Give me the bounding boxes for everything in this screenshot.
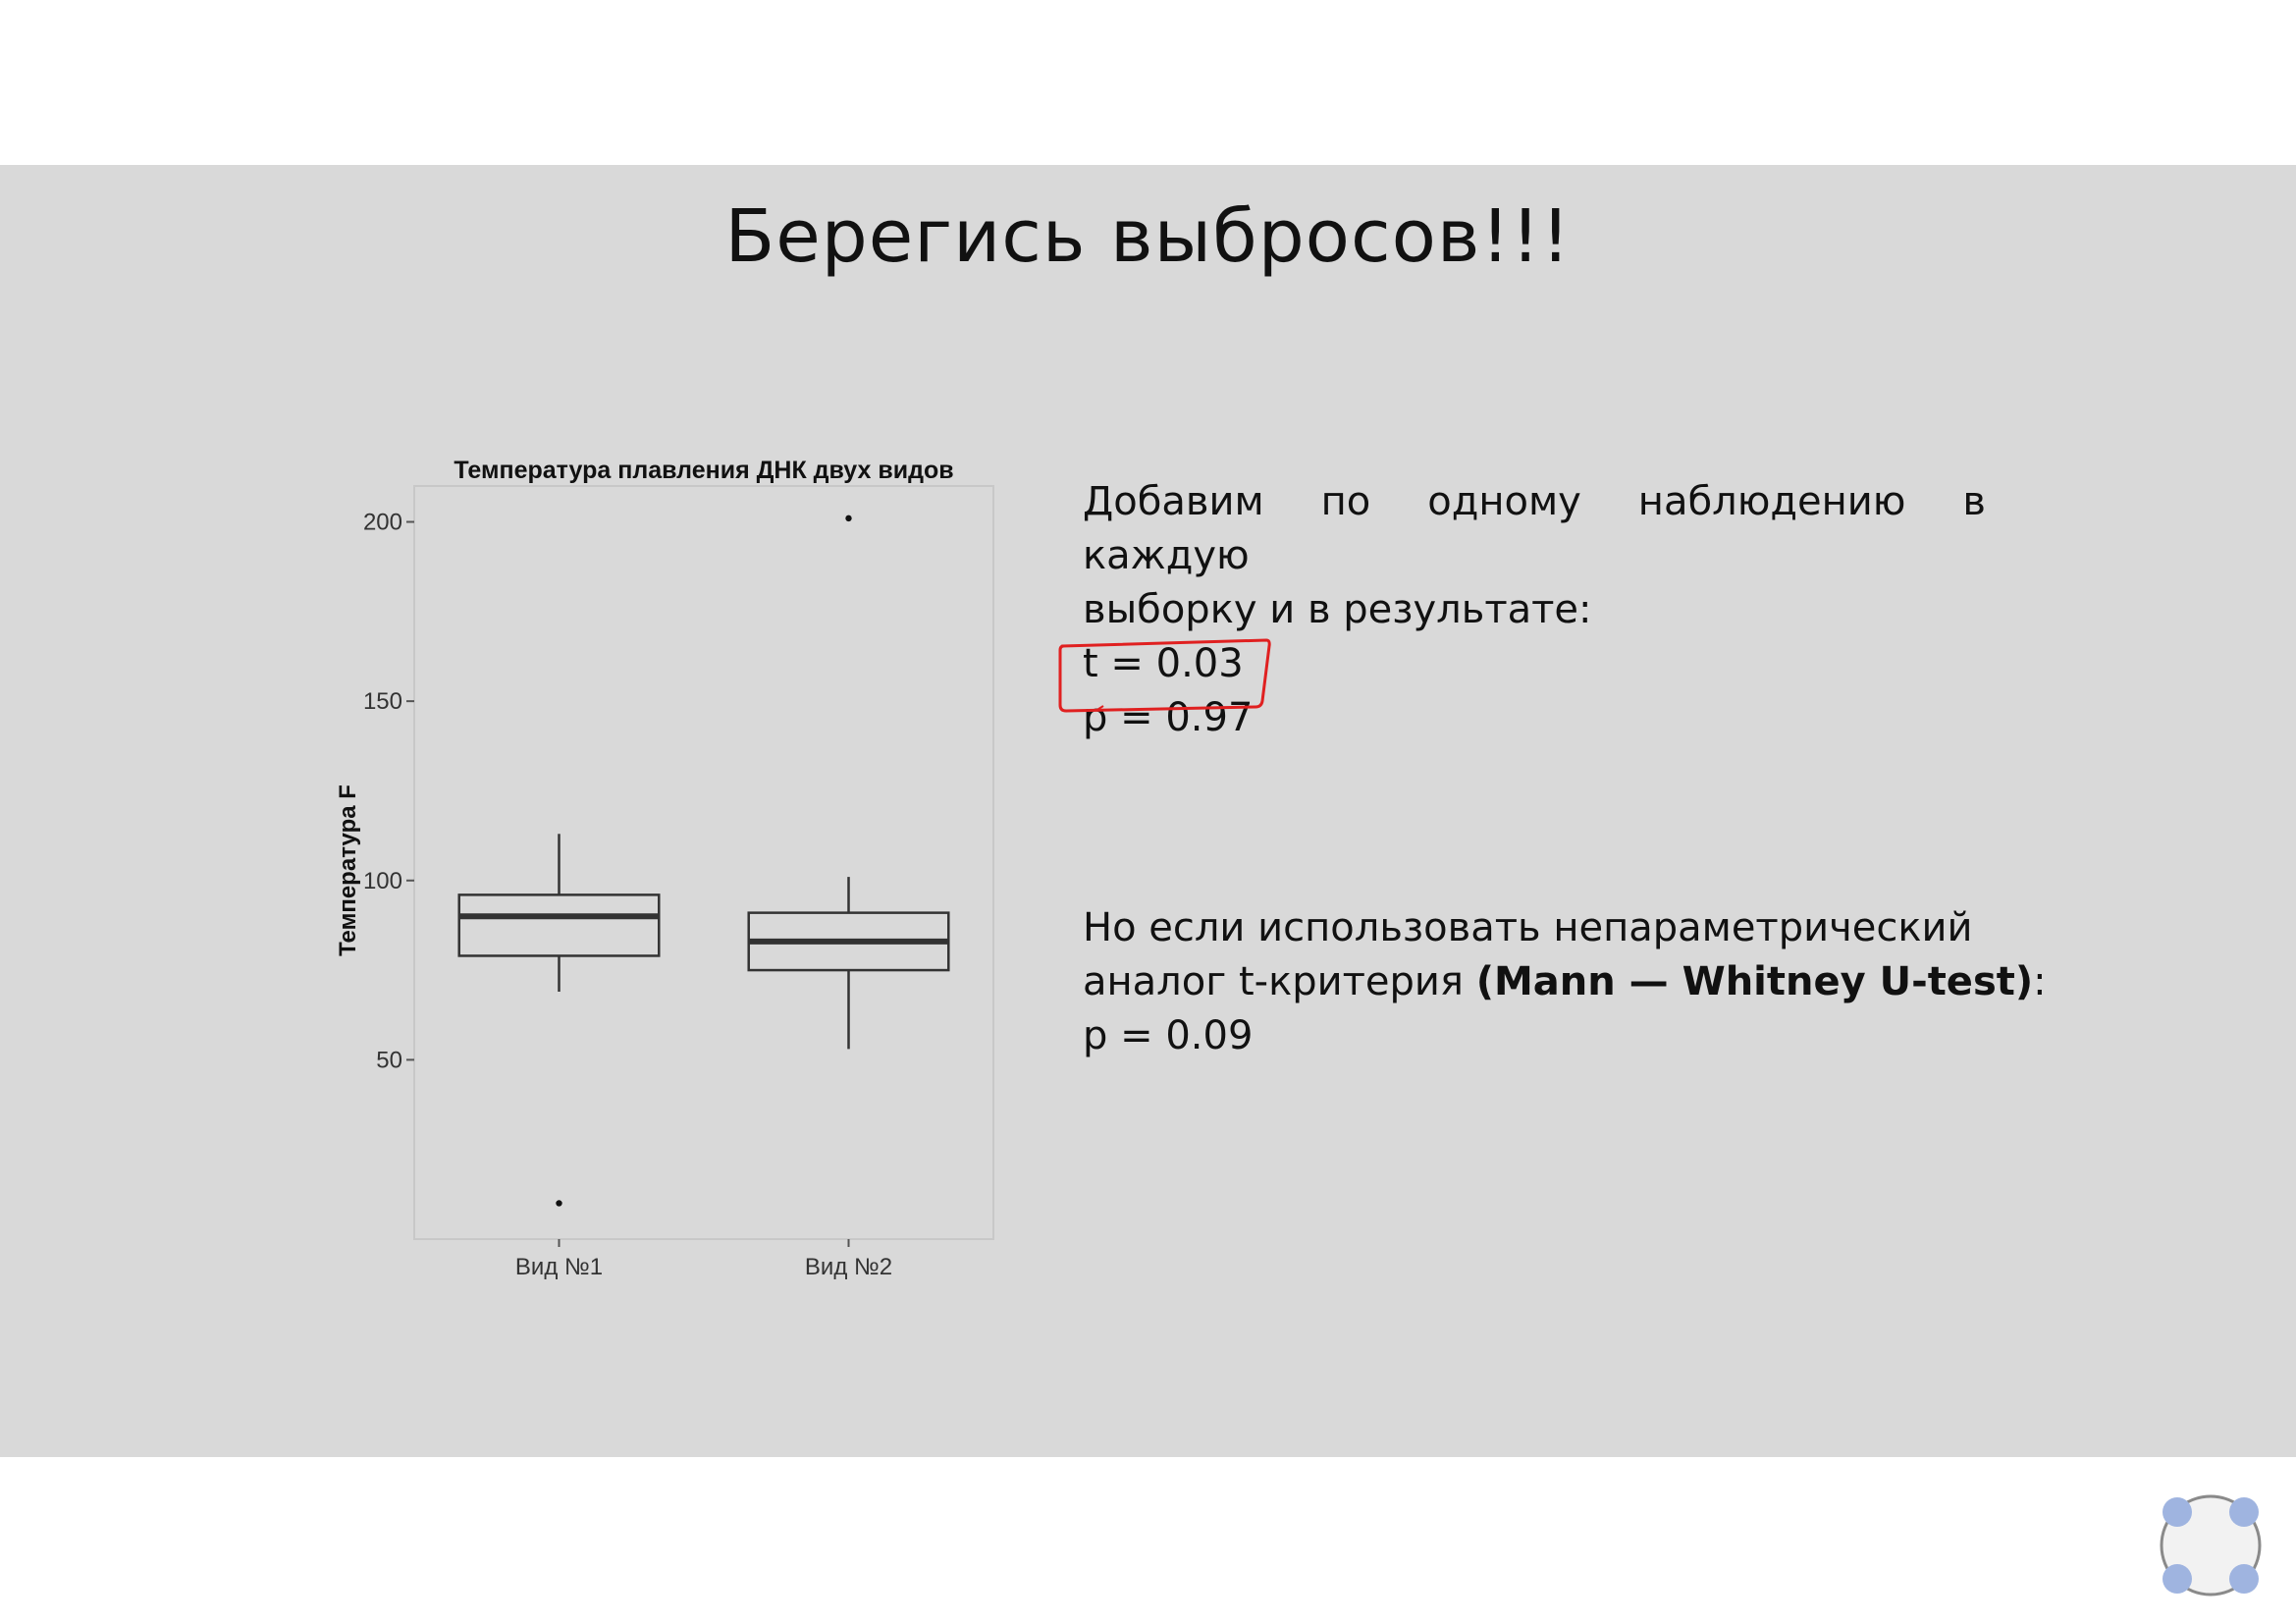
nonparam-line-1: Но если использовать непараметрический: [1083, 905, 1973, 950]
result-text-block: Добавим по одному наблюдению в каждую вы…: [1083, 475, 1986, 745]
nonparam-suffix: :: [2033, 959, 2047, 1004]
x-tick-label: Вид №1: [515, 1254, 603, 1280]
chart-title: Температура плавления ДНК двух видов: [454, 457, 953, 484]
p-value-nonparametric: p = 0.09: [1083, 1013, 1254, 1058]
mann-whitney-label: (Mann — Whitney U-test): [1475, 959, 2034, 1004]
boxplot-chart: Температура плавления ДНК двух видов Темп…: [335, 457, 994, 1280]
nonparametric-text-block: Но если использовать непараметрический а…: [1083, 901, 2064, 1063]
y-tick-label: 200: [363, 510, 402, 536]
plot-area: [413, 485, 994, 1240]
nonparam-line-2: аналог t-критерия (Mann — Whitney U-test…: [1083, 955, 2064, 1009]
p-value-parametric: p = 0.97: [1083, 695, 1254, 740]
slide-navigator-icon[interactable]: [2156, 1490, 2266, 1600]
slide-title: Берегись выбросов!!!: [724, 194, 1572, 279]
y-tick-label: 150: [363, 688, 402, 715]
result-line-1: Добавим по одному наблюдению в каждую: [1083, 479, 1986, 578]
slide: Берегись выбросов!!! Температура плавлен…: [0, 165, 2296, 1597]
red-highlight-annotation: [1058, 638, 1271, 713]
y-axis-label: Температура F: [335, 785, 361, 956]
result-line-2: выборку и в результате:: [1083, 587, 1592, 632]
nonparam-prefix: аналог t-критерия: [1083, 959, 1476, 1004]
t-value: t = 0.03: [1083, 641, 1244, 686]
y-tick-label: 100: [363, 868, 402, 894]
x-tick-label: Вид №2: [805, 1254, 892, 1280]
outlier-point: [556, 1200, 562, 1207]
y-tick-label: 50: [376, 1047, 402, 1073]
outlier-point: [845, 514, 852, 522]
box: [457, 893, 661, 957]
